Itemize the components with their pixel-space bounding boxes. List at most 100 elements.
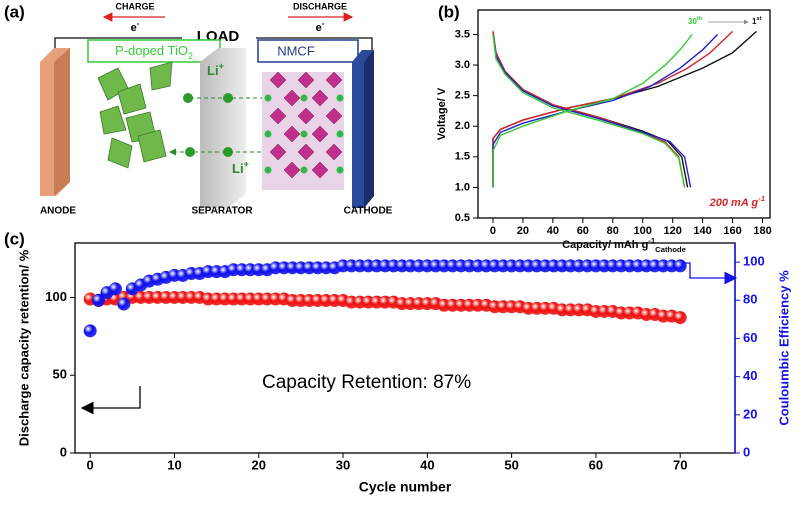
y-tick-label: 2.0 bbox=[455, 120, 470, 132]
y2-tick-label: 100 bbox=[743, 254, 765, 269]
electron-charge: - bbox=[322, 19, 325, 28]
x-tick-label: 60 bbox=[589, 457, 603, 472]
y-tick-label: 3.0 bbox=[455, 59, 470, 71]
curve bbox=[492, 34, 692, 188]
cycle-label: 30th bbox=[688, 16, 703, 26]
anode-material-sub: 2 bbox=[188, 51, 193, 61]
x-axis-title-part: -1 bbox=[648, 236, 656, 245]
rate-label-part: 200 mA g bbox=[709, 197, 759, 209]
y-axis-title: Discharge capacity retention/ % bbox=[16, 249, 31, 446]
y2-tick-label: 40 bbox=[743, 368, 757, 383]
y-tick-label: 0 bbox=[60, 444, 67, 459]
x-tick-label: 120 bbox=[663, 225, 681, 237]
x-tick-label: 10 bbox=[167, 457, 181, 472]
cycle-label-part: 30 bbox=[688, 17, 697, 26]
curve bbox=[492, 31, 686, 188]
separator-block bbox=[200, 48, 246, 208]
ion bbox=[223, 147, 233, 157]
panel-label: (a) bbox=[4, 2, 25, 21]
y-tick-label: 100 bbox=[45, 289, 67, 304]
y-axis-title: Voltage/ V bbox=[436, 87, 448, 140]
y-tick-label: 3.5 bbox=[455, 28, 470, 40]
ion bbox=[223, 93, 233, 103]
ion bbox=[185, 147, 195, 157]
x-tick-label: 140 bbox=[693, 225, 711, 237]
electron-symbol: e bbox=[316, 22, 322, 34]
anode-side bbox=[54, 48, 70, 196]
cathode-material-box bbox=[257, 39, 359, 63]
cycle-label-part: st bbox=[756, 16, 761, 22]
x-tick-label: 20 bbox=[252, 457, 266, 472]
electron-label: e- bbox=[316, 19, 325, 34]
schematic: (a) LOAD CHARGE e- DISCHARGE e- P-doped … bbox=[4, 1, 393, 216]
discharge-label: DISCHARGE bbox=[293, 1, 347, 11]
y-tick-label: 0.5 bbox=[455, 212, 470, 224]
anode-material-text: P-doped TiO bbox=[115, 43, 188, 58]
y2-tick-label: 60 bbox=[743, 330, 757, 345]
x-tick-label: 30 bbox=[336, 457, 350, 472]
ion-symbol: Li bbox=[207, 63, 219, 78]
y2-axis-title: Couloumbic Efficiency % bbox=[776, 270, 791, 426]
x-tick-label: 0 bbox=[490, 225, 496, 237]
cathode-material: NMCF bbox=[277, 43, 315, 58]
ion-charge: + bbox=[244, 159, 249, 169]
x-tick-label: 180 bbox=[753, 225, 771, 237]
point bbox=[83, 324, 97, 338]
plot-frame bbox=[477, 9, 771, 219]
anode-label: ANODE bbox=[40, 206, 76, 217]
nmcf-crystal bbox=[262, 71, 344, 190]
anode-material: P-doped TiO2 bbox=[115, 43, 193, 61]
x-tick-label: 60 bbox=[577, 225, 589, 237]
axis-pointer bbox=[80, 386, 141, 415]
cycle-label-part: 1 bbox=[752, 17, 757, 26]
x-axis-title-part: Cathode bbox=[655, 245, 686, 254]
curve bbox=[492, 30, 757, 188]
annotation: Capacity Retention: 87% bbox=[262, 372, 471, 393]
x-axis-title-part: Capacity/ mAh g bbox=[562, 239, 648, 251]
y-tick-label: 1.5 bbox=[455, 151, 470, 163]
curve bbox=[492, 34, 693, 188]
x-tick-label: 50 bbox=[504, 457, 518, 472]
x-tick-label: 40 bbox=[420, 457, 434, 472]
y2-tick-label: 80 bbox=[743, 292, 757, 307]
cathode-label: CATHODE bbox=[344, 206, 393, 217]
curve bbox=[492, 30, 734, 188]
separator-label: SEPARATOR bbox=[191, 206, 253, 217]
charge-label: CHARGE bbox=[115, 1, 154, 11]
y2-tick-label: 0 bbox=[743, 444, 750, 459]
ion-label: Li+ bbox=[207, 61, 224, 78]
point bbox=[673, 311, 687, 325]
rate-label: 200 mA g-1 bbox=[709, 194, 765, 209]
x-tick-label: 100 bbox=[634, 225, 652, 237]
x-tick-label: 20 bbox=[517, 225, 529, 237]
electron-charge: - bbox=[137, 19, 140, 28]
x-axis-title: Cycle number bbox=[359, 479, 452, 495]
panel-label: (c) bbox=[4, 229, 25, 248]
x-tick-label: 160 bbox=[723, 225, 741, 237]
x-tick-label: 80 bbox=[607, 225, 619, 237]
y2-tick-label: 20 bbox=[743, 406, 757, 421]
x-tick-label: 40 bbox=[547, 225, 559, 237]
curve bbox=[492, 34, 719, 188]
curve bbox=[492, 31, 689, 188]
x-tick-label: 70 bbox=[673, 457, 687, 472]
panel-label: (b) bbox=[438, 2, 460, 21]
electron-symbol: e bbox=[131, 22, 137, 34]
x-tick-label: 0 bbox=[87, 457, 94, 472]
ion-charge: + bbox=[219, 61, 224, 71]
y-tick-label: 50 bbox=[53, 367, 67, 382]
cycle-label-part: th bbox=[697, 16, 703, 22]
y-tick-label: 2.5 bbox=[455, 90, 470, 102]
ion bbox=[183, 93, 193, 103]
y-tick-label: 1.0 bbox=[455, 181, 470, 193]
point bbox=[92, 293, 106, 307]
point bbox=[108, 282, 122, 296]
rate-label-part: -1 bbox=[758, 194, 765, 203]
x-axis-title: Capacity/ mAh g-1Cathode bbox=[562, 236, 687, 254]
ion-label: Li+ bbox=[232, 159, 249, 176]
point bbox=[673, 259, 687, 273]
ion-symbol: Li bbox=[232, 161, 244, 176]
point bbox=[117, 297, 131, 311]
cathode-side bbox=[364, 50, 374, 208]
